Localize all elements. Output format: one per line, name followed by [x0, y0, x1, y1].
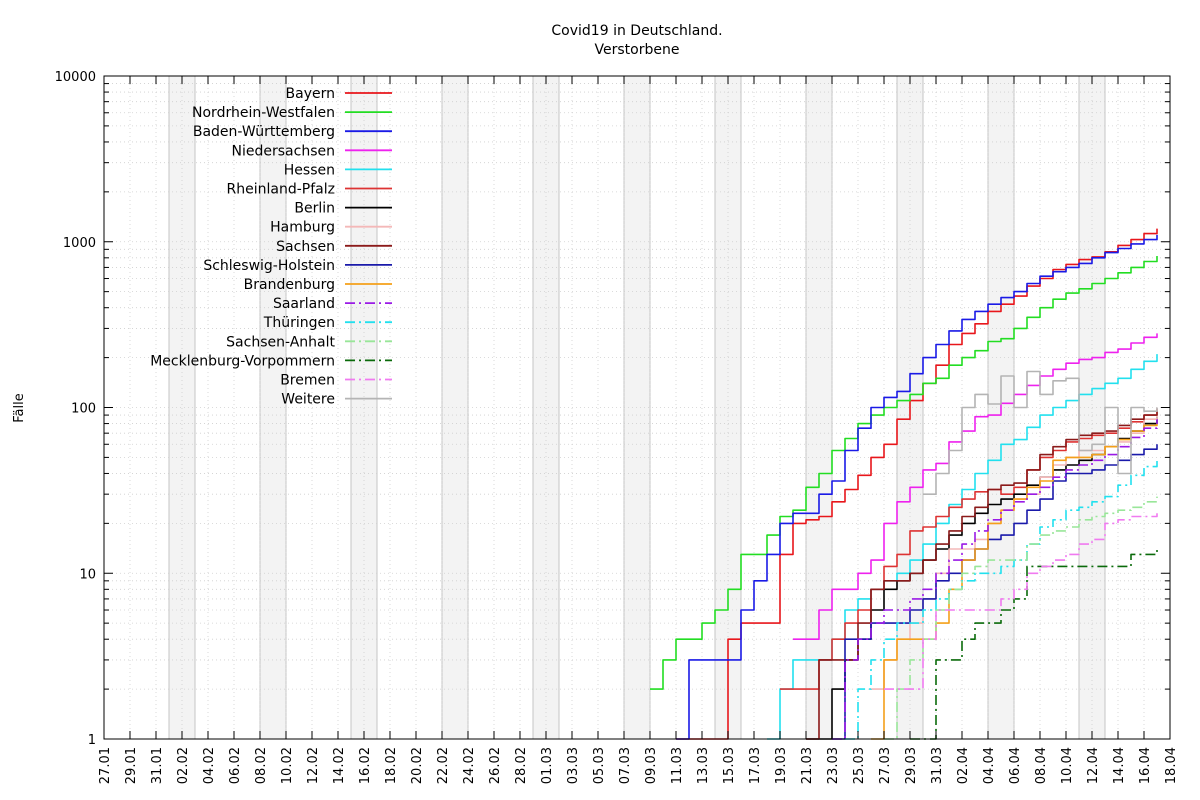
x-tick-label: 13.03 [696, 747, 711, 784]
x-tick-label: 06.02 [228, 747, 243, 784]
x-tick-label: 04.02 [202, 747, 217, 784]
x-tick-label: 15.03 [722, 747, 737, 784]
series-line-baden-w-rttemberg [676, 234, 1158, 740]
legend-label: Schleswig-Holstein [203, 258, 335, 274]
y-tick-label: 10000 [55, 70, 96, 85]
x-tick-label: 27.01 [98, 747, 113, 784]
x-tick-label: 07.03 [618, 747, 633, 784]
x-tick-label: 29.03 [904, 747, 919, 784]
x-tick-label: 03.03 [566, 747, 581, 784]
legend-label: Berlin [294, 201, 335, 217]
series-lines [650, 228, 1158, 740]
grid-lines [103, 76, 1171, 740]
series-line-schleswig-holstein [832, 444, 1158, 740]
legend-label: Saarland [273, 296, 335, 312]
legend-label: Sachsen-Anhalt [226, 334, 335, 350]
y-axis-ticks: 1 10 100 1000 10000 [55, 70, 1170, 748]
x-tick-label: 20.02 [410, 747, 425, 784]
y-tick-label: 1 [88, 733, 96, 748]
x-tick-label: 23.03 [826, 747, 841, 784]
y-tick-label: 1000 [63, 236, 96, 251]
chart-title: Covid19 in Deutschland. [551, 23, 722, 39]
x-tick-label: 16.04 [1138, 747, 1153, 784]
x-tick-label: 01.03 [540, 747, 555, 784]
legend-label: Rheinland-Pfalz [227, 182, 335, 198]
x-tick-label: 06.04 [1008, 747, 1023, 784]
y-axis-label: Fälle [12, 393, 27, 422]
legend-label: Bayern [286, 86, 335, 102]
series-line-niedersachsen [793, 333, 1158, 641]
x-tick-label: 12.02 [306, 747, 321, 784]
series-line-sachsen-anhalt [884, 496, 1158, 740]
x-tick-label: 02.02 [176, 747, 191, 784]
series-line-nordrhein-westfalen [650, 256, 1158, 690]
x-tick-label: 26.02 [488, 747, 503, 784]
chart-subtitle: Verstorbene [595, 42, 680, 58]
x-tick-label: 22.02 [436, 747, 451, 784]
x-tick-label: 29.01 [124, 747, 139, 784]
series-line-saarland [832, 419, 1158, 740]
legend-label: Sachsen [276, 239, 335, 255]
x-tick-label: 25.03 [852, 747, 867, 784]
legend-label: Mecklenburg-Vorpommern [150, 353, 335, 369]
legend-label: Brandenburg [244, 277, 335, 293]
series-line-mecklenburg-vorpommern [910, 549, 1158, 740]
x-tick-label: 18.02 [384, 747, 399, 784]
legend-label: Baden-Württemberg [193, 124, 335, 140]
x-tick-label: 10.02 [280, 747, 295, 784]
x-tick-label: 02.04 [956, 747, 971, 784]
x-tick-label: 24.02 [462, 747, 477, 784]
series-line-weitere [923, 370, 1158, 496]
x-tick-label: 19.03 [774, 747, 789, 784]
x-tick-label: 18.04 [1164, 747, 1179, 784]
x-tick-label: 14.04 [1112, 747, 1127, 784]
y-tick-label: 100 [71, 402, 96, 417]
legend-label: Hamburg [270, 220, 335, 236]
series-line-bayern [676, 228, 1158, 740]
x-tick-label: 16.02 [358, 747, 373, 784]
x-tick-label: 31.01 [150, 747, 165, 784]
legend-label: Nordrhein-Westfalen [192, 105, 335, 121]
x-tick-label: 05.03 [592, 747, 607, 784]
x-tick-label: 31.03 [930, 747, 945, 784]
x-tick-label: 09.03 [644, 747, 659, 784]
x-tick-label: 11.03 [670, 747, 685, 784]
legend-label: Weitere [281, 392, 335, 408]
x-tick-label: 10.04 [1060, 747, 1075, 784]
x-tick-label: 12.04 [1086, 747, 1101, 784]
legend-label: Hessen [284, 162, 335, 178]
x-tick-label: 08.04 [1034, 747, 1049, 784]
legend-label: Niedersachsen [232, 143, 335, 159]
legend: Bayern Nordrhein-Westfalen Baden-Württembe… [150, 86, 392, 408]
x-tick-label: 08.02 [254, 747, 269, 784]
series-line-rheinland-pfalz [780, 409, 1158, 690]
series-line-hessen [767, 354, 1158, 740]
series-line-bremen [884, 513, 1158, 690]
x-tick-label: 17.03 [748, 747, 763, 784]
x-tick-label: 27.03 [878, 747, 893, 784]
x-tick-label: 21.03 [800, 747, 815, 784]
y-tick-label: 10 [79, 567, 96, 582]
legend-label: Thüringen [263, 315, 335, 331]
x-axis-ticks: 27.01 29.01 31.01 02.02 04.02 06.02 08.02 10.02… [98, 76, 1179, 784]
x-tick-label: 28.02 [514, 747, 529, 784]
legend-label: Bremen [280, 373, 335, 389]
x-tick-label: 14.02 [332, 747, 347, 784]
x-tick-label: 04.04 [982, 747, 997, 784]
series-line-th-ringen [845, 457, 1158, 740]
